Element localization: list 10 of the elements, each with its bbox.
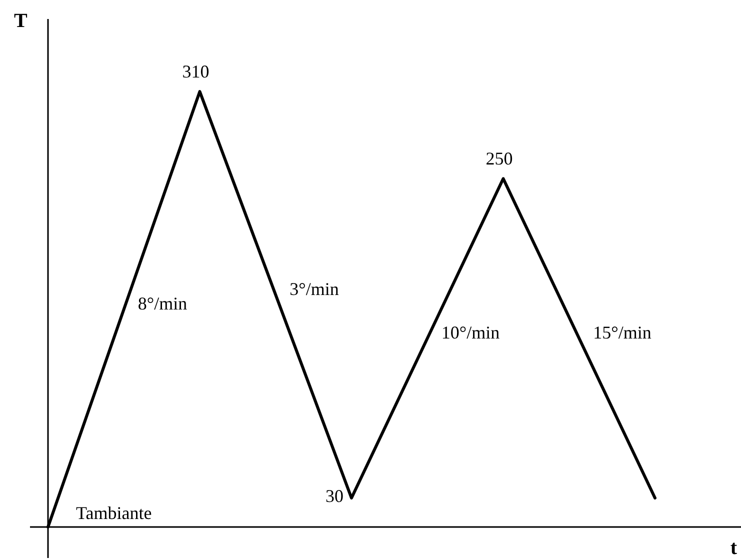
y-axis-title: T <box>14 10 28 32</box>
data-label: 30 <box>326 486 344 506</box>
annotation: 8°/min <box>138 293 188 314</box>
annotation: 3°/min <box>290 278 339 299</box>
data-label: 310 <box>182 62 210 82</box>
annotation: 15°/min <box>593 322 652 342</box>
annotation: 10°/min <box>441 322 500 342</box>
data-label: Tambiante <box>76 503 152 523</box>
data-label: 250 <box>486 148 513 169</box>
x-axis-title: t <box>730 537 738 559</box>
